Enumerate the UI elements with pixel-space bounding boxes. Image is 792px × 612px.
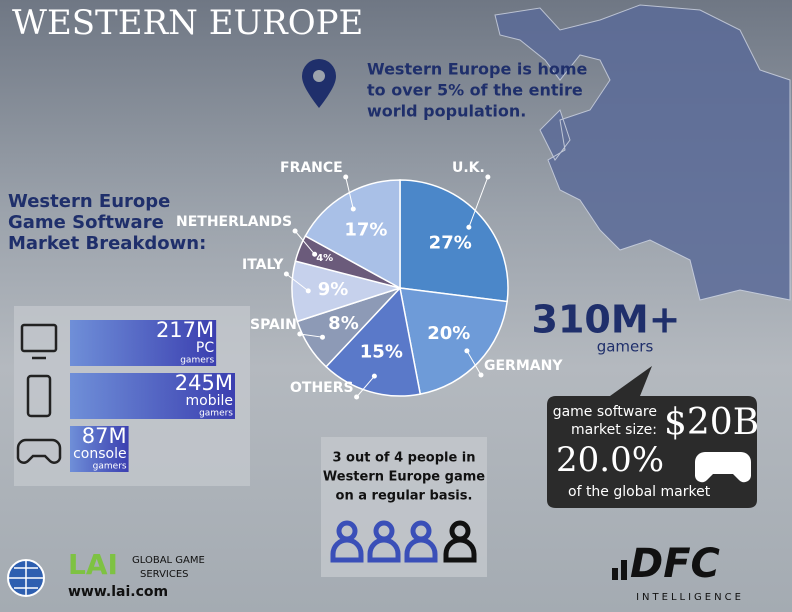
mobile-icon (26, 374, 52, 418)
callout-dot (305, 288, 311, 294)
pie-slice (399, 287, 508, 395)
market-size: $20B (664, 402, 759, 443)
slice-label: 15% (360, 341, 403, 362)
slice-label: 9% (318, 279, 349, 300)
callout-dot (312, 251, 318, 257)
pie-slice (399, 179, 509, 303)
pin-hole (313, 70, 325, 82)
callout-dot (466, 224, 472, 230)
callout-line (345, 176, 354, 210)
lai-globe-lines (8, 560, 44, 596)
slice-label: 17% (344, 219, 387, 240)
slice-label: 8% (328, 313, 359, 334)
bar-value-label: 87M (82, 424, 127, 448)
population-note-line: Western Europe is home (367, 60, 588, 79)
population-note-line: world population. (367, 102, 526, 121)
global-share-note: of the global market (568, 484, 711, 500)
category-label: OTHERS (290, 380, 354, 396)
market-size-label-line: game software (553, 404, 657, 420)
global-share: 20.0% (556, 440, 664, 480)
callout-line (466, 350, 482, 376)
slice-label: 4% (316, 253, 333, 264)
dfc-bar (612, 568, 618, 580)
controller-icon (695, 452, 751, 483)
callout-dot (478, 372, 484, 378)
callout-line (294, 230, 316, 255)
device-icons (16, 323, 62, 464)
europe-map (494, 4, 791, 301)
category-label: GERMANY (484, 358, 563, 374)
bar-value-label: 217M (156, 318, 214, 342)
bar-value-label: 245M (175, 371, 233, 395)
callout-dot (464, 348, 470, 354)
category-label: NETHERLANDS (176, 214, 292, 230)
callout-dot (354, 394, 360, 400)
dfc-tagline: INTELLIGENCE (636, 592, 744, 603)
pie-slice (325, 286, 422, 397)
lai-logo: LAI (68, 548, 118, 581)
lai-tagline: SERVICES (140, 569, 189, 580)
play-note-line: 3 out of 4 people in (332, 451, 475, 466)
market-size-label: game software market size: (553, 404, 657, 438)
callout-dot (371, 373, 377, 379)
pc-icon (20, 323, 58, 353)
slice-label: 20% (427, 323, 470, 344)
slice-label: 27% (429, 233, 472, 254)
gamers-word: gamers (597, 338, 654, 356)
bar (70, 426, 129, 472)
callout-dot (350, 206, 356, 212)
dfc-logo: DFC (630, 541, 720, 587)
bar-category-label: PC (196, 340, 214, 356)
population-note: Western Europe is home to over 5% of the … (367, 60, 588, 121)
play-note-line: Western Europe game (323, 470, 485, 485)
bar-category-label: console (73, 446, 127, 462)
callout-line (468, 176, 489, 228)
bar-chart: 217MPCgamers245Mmobilegamers87Mconsolega… (70, 318, 235, 472)
pie-chart: 27% U.K. 20% GERMANY 15% OTHERS 8% SPAIN 9% ITALY… (176, 160, 563, 400)
callout-dot (283, 271, 289, 277)
callout-line (286, 273, 309, 292)
lai-url: www.lai.com (68, 584, 168, 600)
category-label: FRANCE (280, 160, 343, 176)
pin-icon (302, 59, 336, 108)
pie-slice (304, 179, 401, 290)
lai-tagline: GLOBAL GAME (132, 555, 205, 566)
dfc-bar (621, 560, 627, 580)
callout-dot (485, 174, 491, 180)
callout-dot (343, 174, 349, 180)
bar-unit-label: gamers (93, 462, 127, 472)
bar-unit-label: gamers (199, 409, 233, 419)
bar (70, 320, 217, 366)
play-note-line: on a regular basis. (336, 489, 473, 504)
category-label: ITALY (242, 257, 284, 273)
title: WESTERN EUROPE (12, 3, 363, 43)
breakdown-title-line: Western Europe (8, 191, 170, 212)
bar-unit-label: gamers (180, 356, 214, 366)
callout-dot (319, 334, 325, 340)
market-size-label-line: market size: (571, 422, 657, 438)
gamers-total: 310M+ (532, 298, 681, 342)
breakdown-title-line: Market Breakdown: (8, 233, 206, 254)
bar (70, 373, 235, 419)
callout-line (356, 375, 375, 398)
breakdown-title-line: Game Software (8, 212, 164, 233)
callout-dot (292, 228, 298, 234)
play-note: 3 out of 4 people in Western Europe game o… (323, 451, 485, 504)
bar-category-label: mobile (186, 393, 233, 409)
callout-dot (297, 331, 303, 337)
population-note-line: to over 5% of the entire (367, 81, 583, 100)
category-label: U.K. (452, 160, 485, 176)
play-panel (321, 437, 487, 577)
category-label: SPAIN (250, 317, 297, 333)
console-icon (16, 438, 62, 464)
people-icons (330, 520, 477, 563)
callout-line (299, 333, 323, 338)
